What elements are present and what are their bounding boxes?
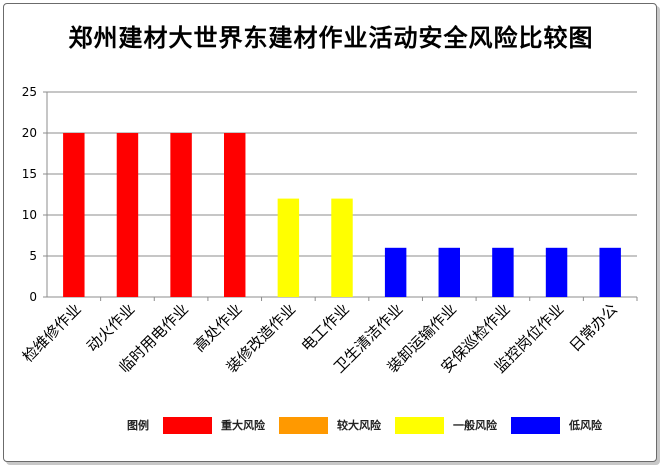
- bar: [116, 133, 139, 297]
- legend-label: 重大风险: [221, 419, 265, 432]
- bar: [170, 133, 192, 297]
- y-tick-label: 5: [29, 249, 37, 263]
- bar: [277, 198, 300, 297]
- y-tick-label: 15: [22, 167, 37, 181]
- chart-title: 郑州建材大世界东建材作业活动安全风险比较图: [68, 23, 594, 52]
- legend-swatch: [163, 416, 212, 434]
- bar: [331, 198, 353, 297]
- legend: 图例 重大风险 较大风险 一般风险 低风险: [127, 416, 616, 434]
- x-tick-label: 日常办公: [566, 300, 621, 355]
- bars: [63, 133, 621, 297]
- axis-labels: 0510152025检维修作业动火作业临时用电作业高处作业装修改造作业电工作业卫…: [19, 85, 621, 376]
- bar: [599, 247, 621, 297]
- bar: [438, 247, 460, 297]
- legend-label: 低风险: [569, 419, 602, 432]
- x-tick-label: 检维修作业: [19, 300, 85, 366]
- y-tick-label: 20: [22, 126, 37, 140]
- legend-swatch: [279, 416, 328, 434]
- legend-item: 较大风险: [279, 416, 381, 434]
- legend-swatch: [511, 416, 560, 434]
- bar: [384, 247, 407, 297]
- legend-label: 一般风险: [453, 419, 497, 432]
- y-tick-label: 10: [22, 208, 37, 222]
- legend-item: 重大风险: [163, 416, 265, 434]
- bar: [492, 247, 514, 297]
- chart-frame: [3, 3, 657, 462]
- y-tick-label: 25: [22, 85, 37, 99]
- bar: [224, 133, 246, 297]
- legend-item: 低风险: [511, 416, 602, 434]
- legend-label: 较大风险: [337, 419, 381, 432]
- legend-swatch: [395, 416, 444, 434]
- legend-title: 图例: [127, 419, 149, 432]
- x-tick-label: 电工作业: [298, 300, 353, 355]
- y-tick-label: 0: [29, 290, 37, 304]
- bar: [545, 247, 568, 297]
- bar: [63, 133, 85, 297]
- x-tick-label: 动火作业: [83, 300, 138, 355]
- legend-item: 一般风险: [395, 416, 497, 434]
- x-tick-label: 高处作业: [190, 300, 245, 355]
